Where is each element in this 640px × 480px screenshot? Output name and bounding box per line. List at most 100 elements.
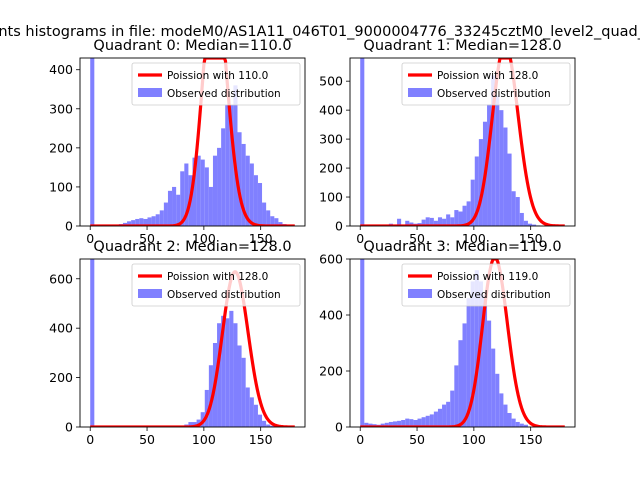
histogram-bar [523,424,528,427]
histogram-bar [196,155,201,226]
histogram-bar [274,218,279,226]
histogram-bar [192,157,197,226]
y-tick-label: 600 [49,271,73,286]
legend-poisson-label: Poission with 128.0 [167,271,268,283]
y-tick-label: 400 [319,308,343,323]
histogram-bar [188,422,193,427]
histogram-bar [262,420,267,427]
x-tick-label: 0 [86,432,94,447]
histogram-bar [405,418,410,427]
histogram-bar [208,365,213,427]
legend-bar-swatch [408,289,432,298]
histogram-bar [519,423,524,427]
quadrant-3-plot-area [359,259,566,427]
histogram-bar [143,218,148,226]
histogram-bar [241,143,246,226]
histogram-bar [245,387,250,427]
histogram-bar [401,420,406,427]
y-tick-label: 400 [319,103,343,118]
y-tick-label: 0 [335,420,343,435]
histogram-bar [454,365,459,427]
y-tick-label: 600 [319,252,343,267]
histogram-bar [139,218,144,226]
x-tick-label: 150 [249,231,273,246]
x-tick-label: 0 [356,231,364,246]
histogram-bar [257,414,263,427]
histogram-bar [245,155,250,226]
legend-bar-swatch [408,88,432,97]
histogram-bar [217,323,222,427]
legend-observed-label: Observed distribution [437,88,551,100]
y-tick-label: 100 [319,190,343,205]
figure-suptitle: Mean counts histograms in file: modeM0/A… [0,24,640,40]
histogram-bar [237,345,242,427]
y-tick-label: 0 [65,420,73,435]
histogram-bar [270,216,275,226]
histogram-bar [204,389,209,427]
histogram-bar [384,422,389,427]
quadrant-1-axes-frame [349,57,576,227]
x-tick-label: 100 [462,432,486,447]
x-tick-label: 150 [249,432,273,447]
x-tick-label: 100 [462,231,486,246]
histogram-bar [491,75,496,226]
y-tick-label: 300 [319,132,343,147]
histogram-bar [446,214,451,226]
poisson-curve [359,259,566,427]
histogram-bar [495,95,500,226]
histogram-bar [499,393,504,427]
legend-observed-label: Observed distribution [167,289,281,301]
histogram-bar [487,104,492,226]
quadrant-0-axes-frame [79,57,306,227]
histogram-bar [249,397,254,427]
histogram-bar [241,357,246,427]
histogram-bar [233,323,238,427]
histogram-bar [200,159,205,226]
histogram-bar [417,418,422,427]
histogram-bar [221,315,226,427]
histogram-bar [523,220,528,226]
histogram-bar [511,418,516,427]
y-tick-label: 400 [49,321,73,336]
histogram-bar [482,295,488,427]
histogram-bar [364,422,369,427]
histogram-bar [270,425,275,427]
histogram-bar [450,217,455,226]
histogram-bar [503,127,508,226]
histogram-bar [405,220,410,226]
histogram-bar [360,259,365,427]
histogram-bar [454,210,459,226]
quadrant-2-title: Quadrant 2: Median=128.0 [93,239,291,255]
histogram-bar [478,139,483,226]
histogram-bar [470,281,475,427]
legend-observed-label: Observed distribution [437,289,551,301]
histogram-bar [515,421,520,427]
histogram-bar [532,224,537,226]
histogram-bar [196,419,201,427]
quadrant-0-title: Quadrant 0: Median=110.0 [93,38,291,54]
y-tick-label: 500 [319,74,343,89]
x-tick-label: 0 [86,231,94,246]
histogram-bar [266,210,271,226]
histogram-bar [90,58,95,226]
histogram-bar [433,220,438,226]
histogram-bar [413,420,418,427]
histogram-bar [266,424,271,427]
y-tick-label: 300 [49,101,73,116]
histogram-bar [499,110,504,226]
y-tick-label: 200 [319,364,343,379]
histogram-bar [392,421,398,427]
quadrant-1-panel: 0 50 100 150 0 100 200 300 400 500 Poission with 1… [319,38,576,246]
quadrant-2-panel: 0 50 100 150 0 200 400 600 Poission with 128.0 Ob… [49,239,306,447]
histogram-bar [458,340,463,427]
y-tick-label: 100 [49,179,73,194]
histogram-bar [515,197,520,226]
histogram-bar [151,216,156,226]
x-tick-label: 50 [139,432,155,447]
histogram-bar [519,212,524,226]
histogram-bar [167,190,173,226]
histogram-bar [368,423,373,427]
histogram-bar [429,414,434,427]
histogram-bar [425,415,430,427]
